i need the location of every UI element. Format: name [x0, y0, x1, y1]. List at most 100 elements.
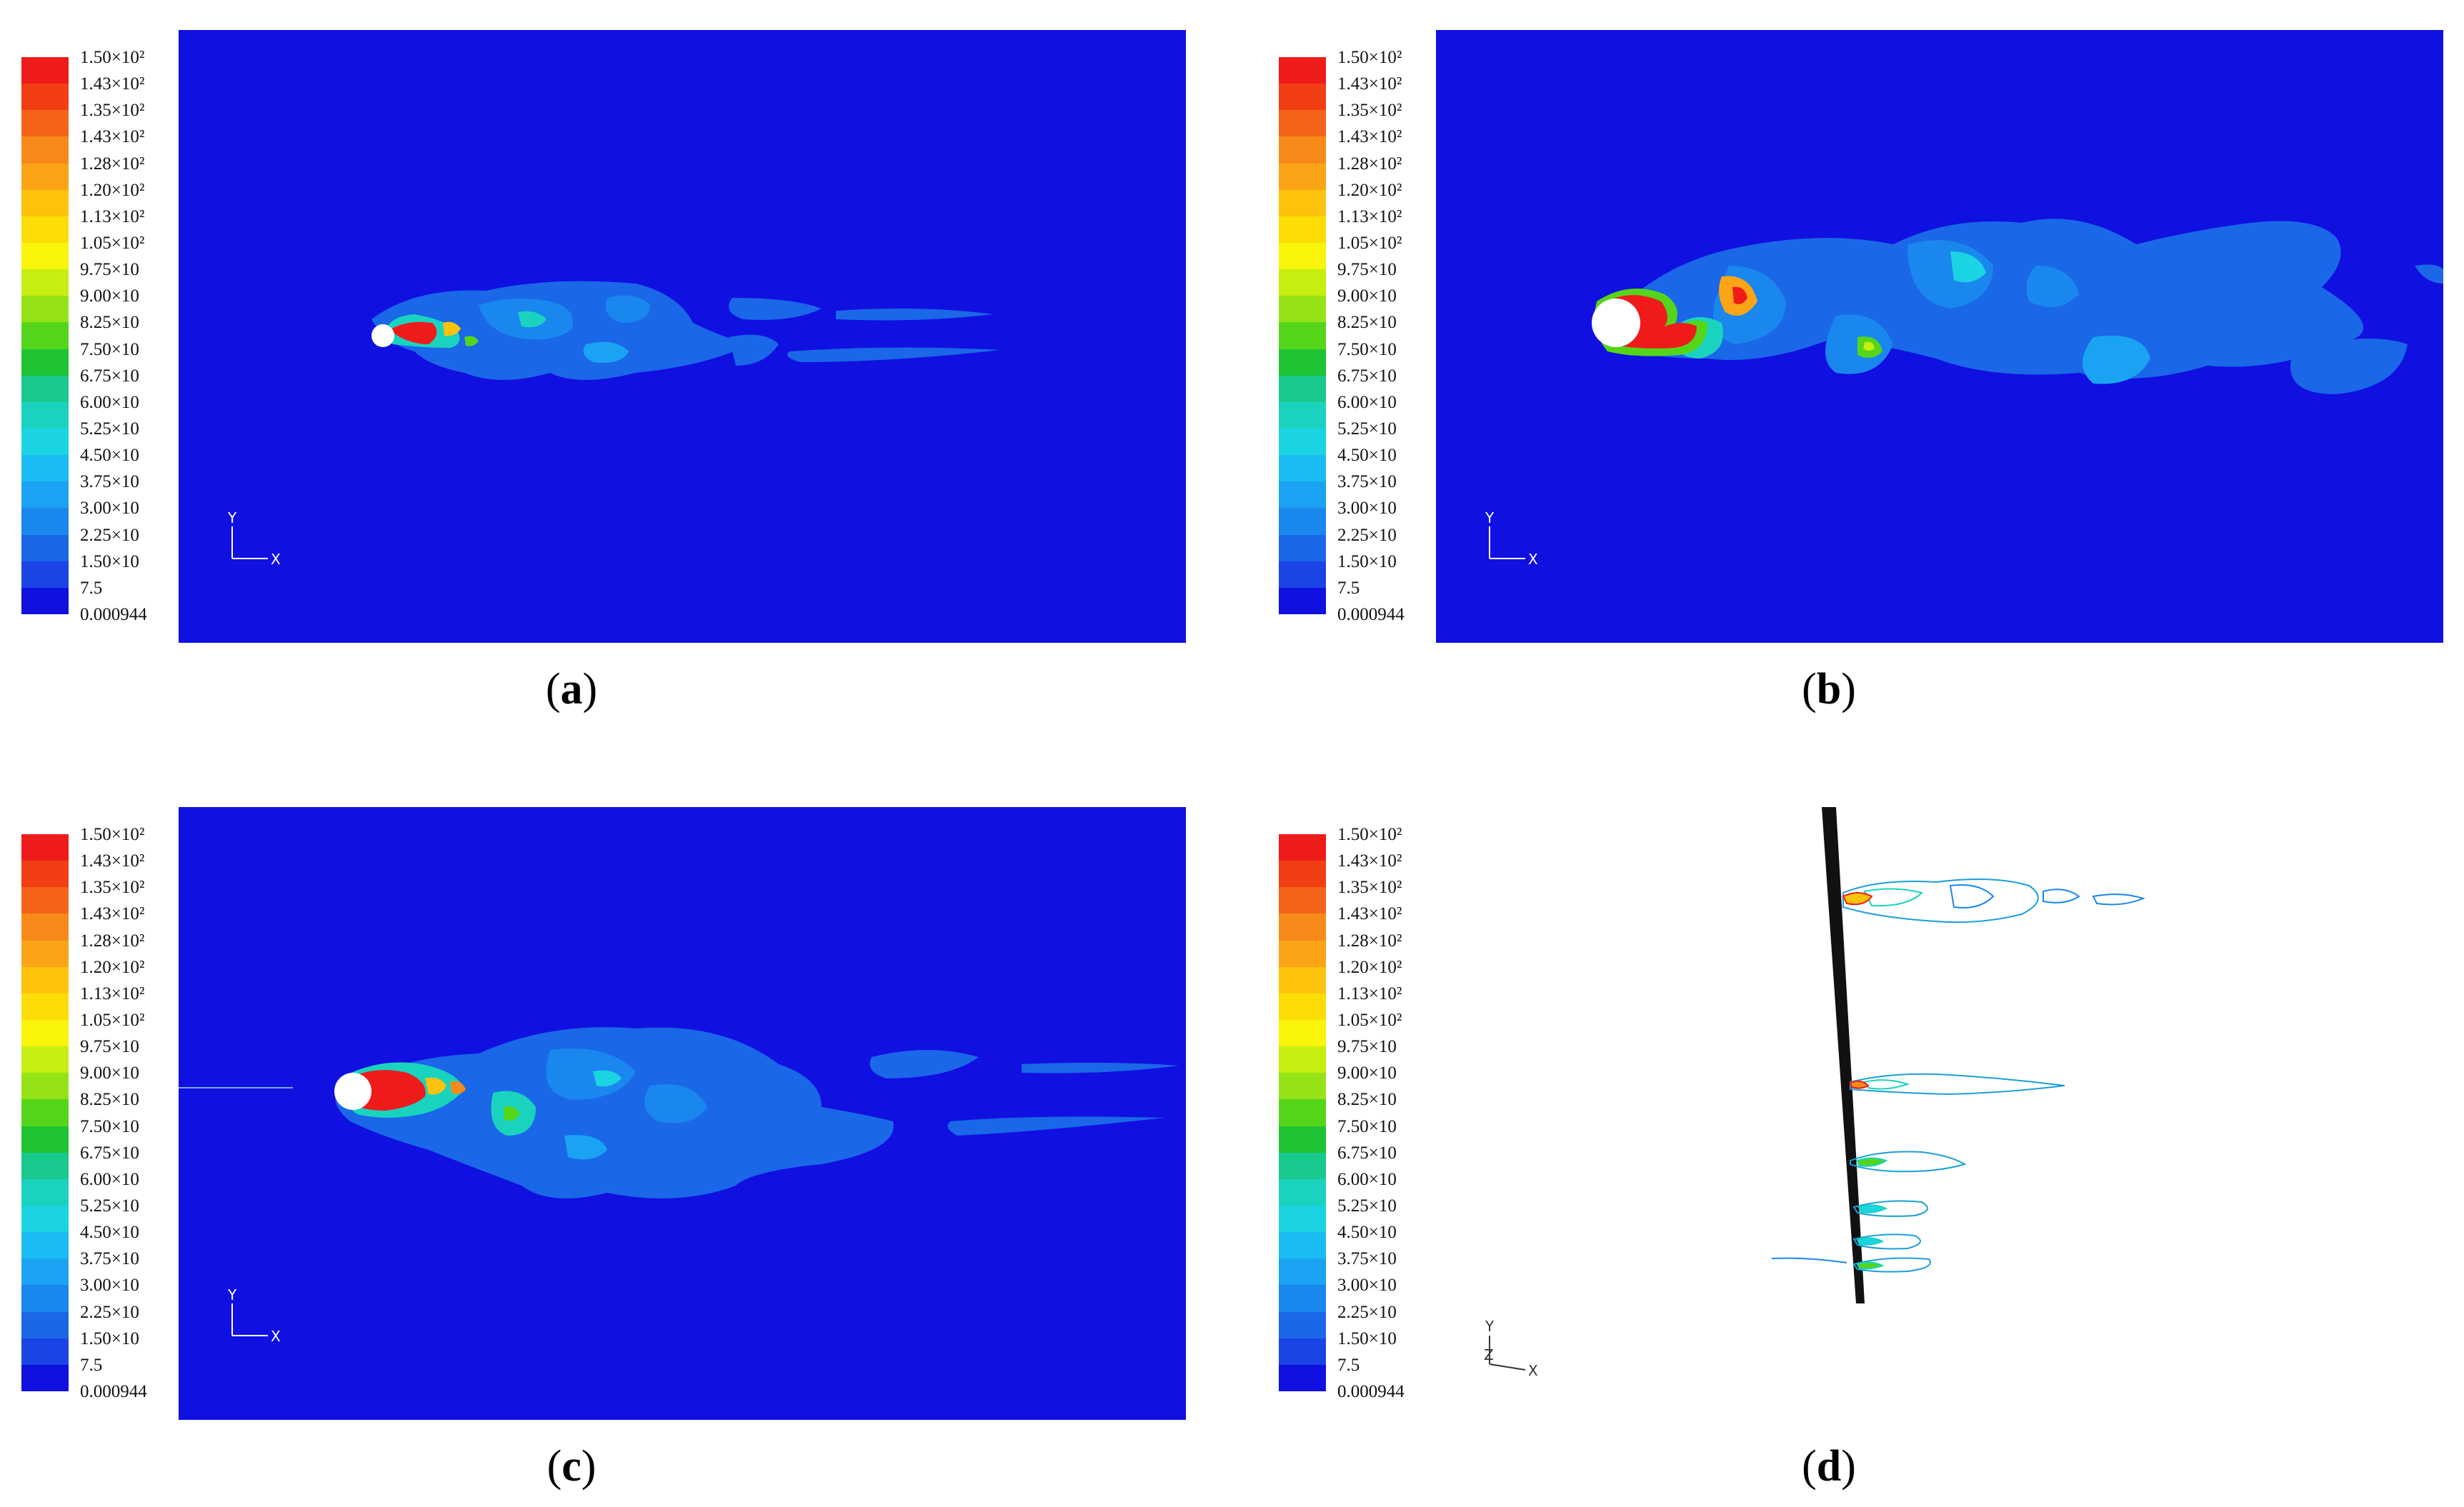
- legend-swatch: [21, 1311, 69, 1339]
- panel-caption: (c): [547, 1442, 597, 1491]
- legend-label: 1.43×10²: [80, 851, 145, 871]
- legend-label: 9.75×10: [80, 1037, 139, 1057]
- legend-label: 1.50×10: [80, 1328, 139, 1348]
- legend-swatch: [1279, 1020, 1326, 1047]
- legend-swatch: [21, 1126, 69, 1153]
- legend-label: 3.75×10: [1337, 472, 1397, 492]
- legend-label: 3.75×10: [80, 472, 139, 492]
- axis-triad: Y X Z: [1484, 1318, 1538, 1379]
- legend-label: 0.000944: [80, 1382, 147, 1401]
- legend-label: 4.50×10: [80, 1223, 139, 1243]
- legend-swatch: [1279, 966, 1326, 994]
- legend-swatch: [21, 861, 69, 888]
- legend-label: 1.35×10²: [1337, 101, 1402, 121]
- legend-swatch: [21, 1258, 69, 1286]
- legend-label: 1.50×10²: [80, 48, 145, 67]
- legend-swatch: [1279, 1338, 1326, 1366]
- legend-label: 4.50×10: [1337, 1223, 1397, 1243]
- legend-label: 2.25×10: [80, 1302, 139, 1322]
- contour-plot: Y X: [179, 30, 1186, 643]
- color-legend: 1.50×10² 1.43×10² 1.35×10² 1.43×10² 1.28×10²…: [21, 49, 157, 624]
- legend-swatch: [1279, 561, 1326, 589]
- color-legend: 1.50×10² 1.43×10² 1.35×10² 1.43×10² 1.28×10²…: [1279, 826, 1415, 1401]
- legend-label: 5.25×10: [80, 1196, 139, 1216]
- axis-z-label: Z: [1484, 1346, 1494, 1363]
- legend-label: 1.50×10²: [1337, 825, 1402, 844]
- legend-label: 1.43×10²: [1337, 851, 1402, 871]
- legend-label: 1.50×10²: [80, 825, 145, 844]
- legend-swatch: [1279, 587, 1326, 615]
- legend-swatch: [1279, 136, 1326, 164]
- legend-label: 4.50×10: [1337, 446, 1397, 466]
- legend-label: 3.00×10: [80, 1276, 139, 1296]
- legend-label: 6.75×10: [1337, 1143, 1397, 1163]
- legend-swatch: [1279, 534, 1326, 562]
- legend-swatch: [1279, 1311, 1326, 1339]
- legend-swatch: [21, 296, 69, 323]
- slice-contours: [1771, 878, 2145, 1273]
- legend-swatch: [1279, 243, 1326, 270]
- legend-swatch: [21, 913, 69, 941]
- legend-label: 2.25×10: [1337, 1302, 1397, 1322]
- legend-swatch: [1279, 1258, 1326, 1286]
- legend-label: 7.50×10: [1337, 339, 1397, 359]
- legend-label: 9.00×10: [80, 286, 139, 306]
- legend-swatch: [21, 110, 69, 137]
- legend-swatch: [21, 940, 69, 968]
- panel-d: 1.50×10² 1.43×10² 1.35×10² 1.43×10² 1.28×10²…: [1257, 777, 2464, 1507]
- legend-label: 6.00×10: [1337, 1169, 1397, 1189]
- legend-swatch: [21, 163, 69, 191]
- cylinder: [1592, 299, 1640, 347]
- wake-region: [335, 1027, 1179, 1198]
- legend-label: 7.50×10: [80, 1116, 139, 1136]
- legend-swatch: [21, 966, 69, 994]
- legend-label: 6.00×10: [80, 1169, 139, 1189]
- legend-label: 1.28×10²: [80, 154, 145, 174]
- legend-label: 8.25×10: [1337, 1090, 1397, 1110]
- color-legend: 1.50×10² 1.43×10² 1.35×10² 1.43×10² 1.28×10²…: [21, 826, 157, 1401]
- legend-label: 8.25×10: [80, 313, 139, 333]
- legend-label: 1.13×10²: [1337, 206, 1402, 226]
- legend-swatch: [21, 1178, 69, 1206]
- legend-label: 7.50×10: [80, 339, 139, 359]
- legend-swatch: [21, 1285, 69, 1313]
- legend-swatch: [21, 322, 69, 350]
- legend-swatch: [21, 1099, 69, 1127]
- legend-swatch: [21, 455, 69, 482]
- legend-swatch: [21, 993, 69, 1021]
- legend-swatch: [1279, 1232, 1326, 1259]
- legend-label: 1.20×10²: [1337, 180, 1402, 200]
- axis-x-label: X: [271, 1328, 281, 1345]
- legend-swatch: [21, 561, 69, 589]
- axis-triad: Y X: [227, 509, 281, 568]
- legend-swatch: [1279, 1099, 1326, 1127]
- legend-label: 9.75×10: [80, 260, 139, 280]
- legend-label: 1.50×10: [1337, 1328, 1397, 1348]
- legend-swatch: [1279, 84, 1326, 111]
- legend-swatch: [1279, 296, 1326, 323]
- legend-swatch: [21, 508, 69, 536]
- legend-label: 1.28×10²: [1337, 154, 1402, 174]
- legend-swatch: [21, 1206, 69, 1233]
- legend-label: 6.75×10: [80, 1143, 139, 1163]
- panel-c: 1.50×10² 1.43×10² 1.35×10² 1.43×10² 1.28×10²…: [0, 777, 1214, 1507]
- legend-swatch: [21, 429, 69, 456]
- legend-swatch: [21, 84, 69, 111]
- legend-swatch: [21, 1073, 69, 1100]
- axis-y-label: Y: [227, 1286, 237, 1303]
- legend-swatch: [21, 1152, 69, 1180]
- legend-swatch: [1279, 1178, 1326, 1206]
- legend-label: 1.05×10²: [80, 234, 145, 253]
- legend-label: 7.5: [80, 1355, 103, 1375]
- legend-label: 9.75×10: [1337, 1037, 1397, 1057]
- legend-swatch: [1279, 913, 1326, 941]
- legend-label: 1.28×10²: [1337, 931, 1402, 951]
- legend-swatch: [1279, 375, 1326, 403]
- legend-label: 3.75×10: [80, 1249, 139, 1269]
- legend-swatch: [1279, 349, 1326, 376]
- legend-label: 1.05×10²: [80, 1011, 145, 1030]
- legend-swatch: [1279, 481, 1326, 509]
- cylinder: [371, 324, 394, 347]
- legend-swatch: [1279, 1364, 1326, 1392]
- legend-swatch: [21, 269, 69, 296]
